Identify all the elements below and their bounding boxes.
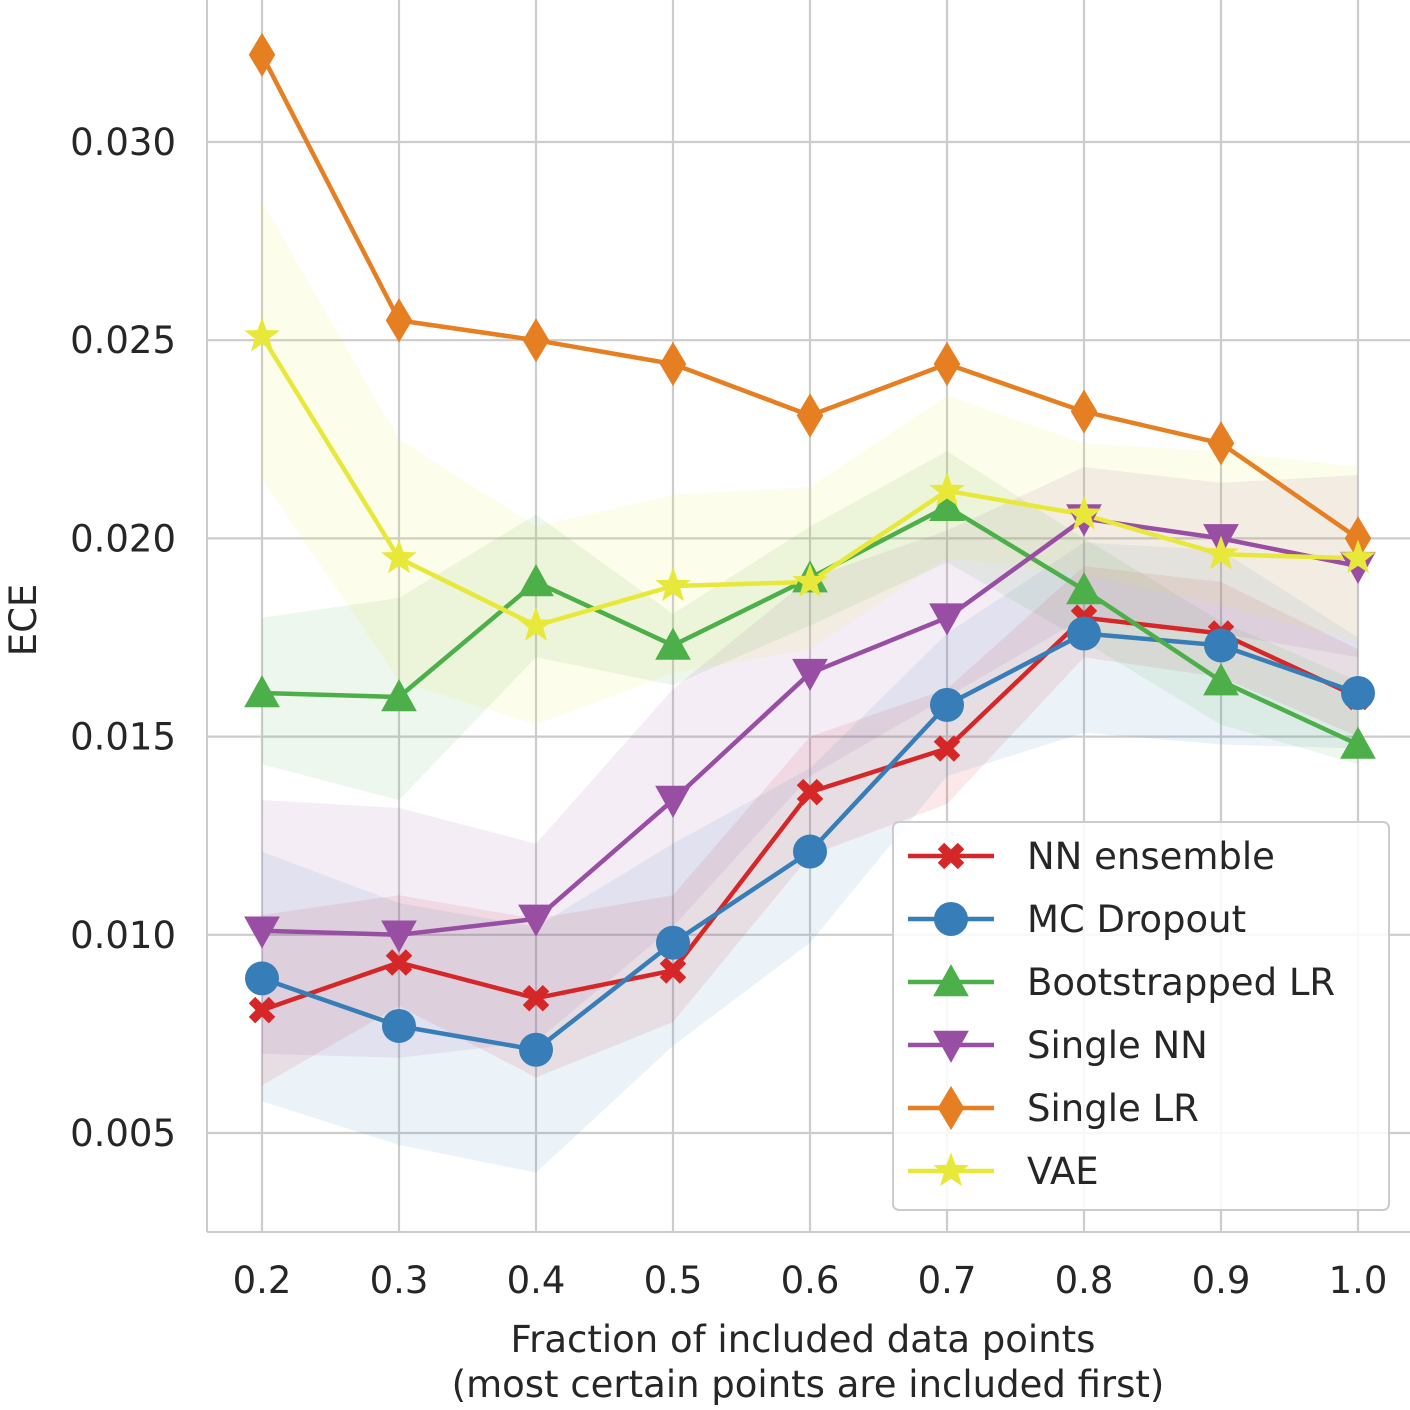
point-mc-dropout (519, 1032, 553, 1067)
point-single-nn (518, 904, 554, 937)
x-axis-label-line2: (most certain points are included first) (452, 1363, 1165, 1406)
point-bootstrapped-lr (655, 627, 691, 660)
point-vae (1203, 535, 1239, 570)
x-tick-label: 0.4 (507, 1259, 566, 1302)
point-bootstrapped-lr (381, 679, 417, 712)
legend-item-vae: VAE (908, 1150, 1099, 1193)
point-bootstrapped-lr (1340, 726, 1376, 759)
point-nn-ensemble (933, 735, 961, 762)
point-single-lr (659, 341, 687, 387)
legend-label: NN ensemble (1027, 835, 1275, 878)
point-mc-dropout (245, 961, 279, 996)
y-tick-label: 0.015 (70, 716, 176, 759)
axes (206, 0, 1410, 1233)
y-tick-label: 0.030 (70, 121, 176, 164)
x-tick-label: 0.5 (644, 1259, 703, 1302)
x-tick-label: 1.0 (1329, 1259, 1388, 1302)
legend-marker-bootstrapped-lr (933, 964, 969, 997)
legend-label: Bootstrapped LR (1027, 961, 1335, 1004)
point-single-nn (1340, 551, 1376, 584)
legend-item-single-nn: Single NN (908, 1024, 1208, 1067)
point-single-nn (655, 785, 691, 818)
x-axis-label-line1: Fraction of included data points (511, 1318, 1096, 1361)
point-single-nn (929, 603, 965, 636)
legend-marker-vae (933, 1152, 969, 1187)
legend-item-single-lr: Single LR (908, 1085, 1199, 1131)
band-nn-ensemble (262, 566, 1358, 1086)
point-bootstrapped-lr (518, 564, 554, 597)
point-single-nn (244, 916, 280, 949)
point-nn-ensemble (796, 778, 824, 806)
x-tick-label: 0.9 (1192, 1259, 1251, 1302)
point-single-lr (1070, 389, 1098, 434)
point-vae (929, 472, 965, 506)
legend-item-nn-ensemble: NN ensemble (908, 835, 1275, 878)
point-single-lr (1344, 516, 1372, 561)
point-bootstrapped-lr (244, 675, 280, 708)
point-mc-dropout (656, 925, 690, 960)
point-mc-dropout (1067, 616, 1101, 651)
x-tick-label: 0.8 (1055, 1259, 1114, 1302)
band-bootstrapped-lr (262, 451, 1358, 800)
point-single-lr (1207, 421, 1235, 466)
point-vae (655, 567, 691, 602)
point-bootstrapped-lr (929, 488, 965, 521)
legend-item-mc-dropout: MC Dropout (908, 898, 1246, 941)
point-vae (518, 606, 554, 641)
point-mc-dropout (1204, 628, 1238, 663)
legend-label: Single LR (1027, 1087, 1199, 1130)
point-vae (1066, 495, 1102, 530)
legend-label: VAE (1027, 1150, 1099, 1193)
point-vae (381, 539, 417, 574)
point-mc-dropout (1341, 675, 1375, 710)
point-nn-ensemble (385, 949, 413, 976)
legend-marker-nn-ensemble (937, 842, 965, 870)
y-tick-label: 0.025 (70, 319, 176, 362)
point-bootstrapped-lr (1066, 572, 1102, 605)
point-nn-ensemble (248, 996, 276, 1024)
legend-marker-mc-dropout (934, 902, 968, 936)
point-mc-dropout (930, 687, 964, 722)
point-single-nn (792, 658, 828, 692)
legend-label: Single NN (1027, 1024, 1208, 1067)
point-mc-dropout (793, 834, 827, 869)
point-nn-ensemble (659, 957, 687, 984)
point-single-lr (385, 298, 413, 343)
legend: NN ensemble MC Dropout Bootstrapped LR Sing… (892, 821, 1390, 1211)
legend-marker-single-nn (933, 1030, 969, 1063)
legend-label: MC Dropout (1027, 898, 1246, 941)
x-tick-label: 0.6 (781, 1259, 840, 1302)
y-tick-labels: 0.005 0.010 0.015 0.020 0.025 0.030 (70, 121, 176, 1155)
legend-item-bootstrapped-lr: Bootstrapped LR (908, 961, 1335, 1004)
point-single-lr (248, 32, 276, 77)
y-tick-label: 0.005 (70, 1112, 176, 1155)
point-vae (244, 317, 280, 352)
y-axis-label: ECE (2, 584, 45, 657)
point-single-lr (796, 393, 824, 438)
point-single-lr (522, 318, 550, 363)
legend-marker-single-lr (937, 1085, 965, 1131)
x-tick-labels: 0.2 0.3 0.4 0.5 0.6 0.7 0.8 0.9 1.0 (233, 1259, 1388, 1302)
point-single-lr (933, 341, 961, 387)
x-tick-label: 0.7 (918, 1259, 977, 1302)
point-nn-ensemble (522, 984, 550, 1012)
x-tick-label: 0.3 (370, 1259, 429, 1302)
point-vae (792, 563, 828, 598)
y-tick-label: 0.020 (70, 517, 176, 560)
point-single-nn (381, 920, 417, 953)
y-tick-label: 0.010 (70, 914, 176, 957)
point-mc-dropout (382, 1008, 416, 1043)
series-markers (244, 32, 1376, 1067)
x-tick-label: 0.2 (233, 1259, 292, 1302)
legend-box (892, 821, 1390, 1211)
point-vae (1340, 539, 1376, 574)
point-bootstrapped-lr (1203, 663, 1239, 696)
